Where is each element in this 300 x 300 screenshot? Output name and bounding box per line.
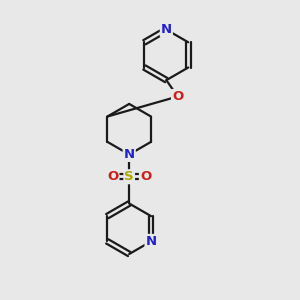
Text: N: N xyxy=(161,23,172,36)
Text: O: O xyxy=(140,170,151,183)
Text: O: O xyxy=(107,170,118,183)
Text: N: N xyxy=(146,235,157,248)
Text: N: N xyxy=(124,148,135,161)
Text: S: S xyxy=(124,170,134,183)
Text: O: O xyxy=(172,90,183,103)
